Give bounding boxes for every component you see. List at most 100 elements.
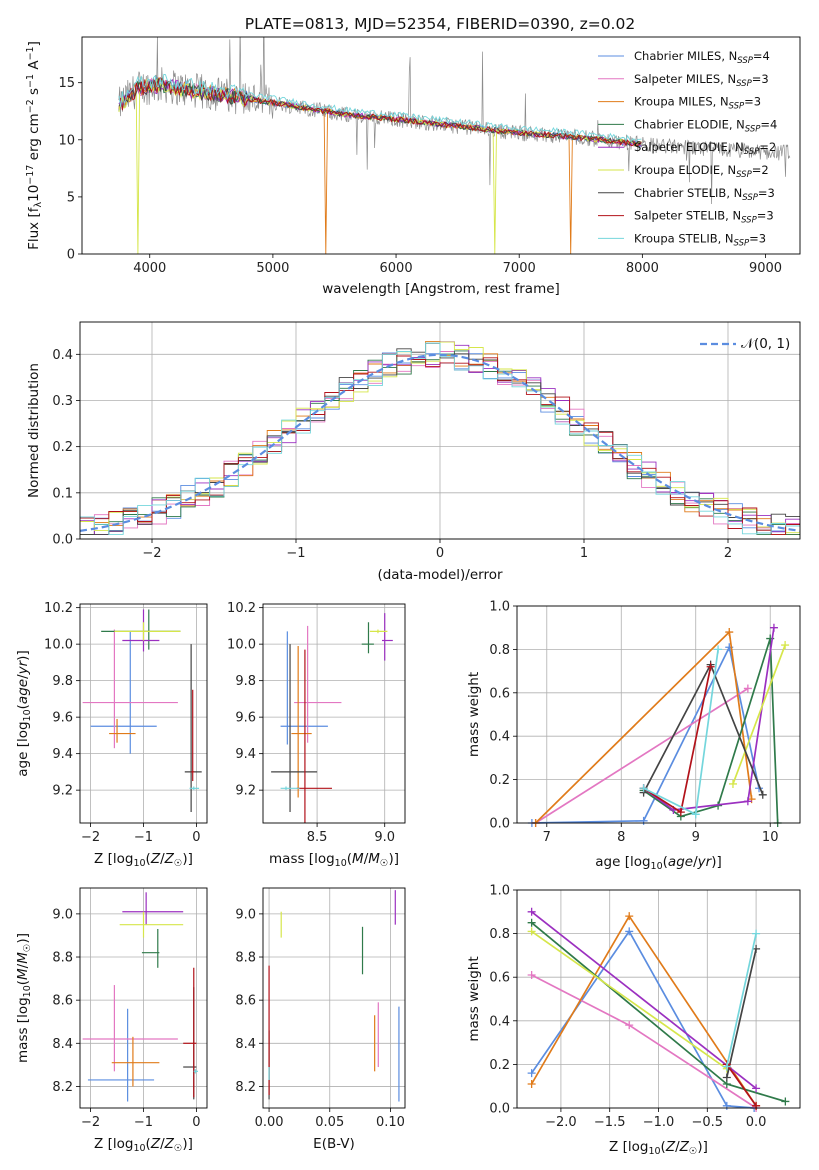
weight-line (535, 687, 749, 824)
weight-marker (722, 1062, 731, 1071)
weight-line (732, 644, 786, 785)
y-axis-label: mass weight (466, 672, 482, 757)
y-tick-label: 0.4 (52, 348, 73, 363)
data-point (119, 911, 184, 938)
age_vs_mass-frame (262, 603, 406, 824)
x-tick-label: −2 (81, 1115, 100, 1130)
data-point (82, 985, 178, 1072)
gaussian-curve (80, 353, 800, 532)
y-tick-label: 0.2 (489, 1058, 510, 1073)
x-tick-label: 0 (436, 546, 444, 561)
x-tick-label: −1.0 (643, 1115, 675, 1130)
x-axis-label: wavelength [Angstrom, rest frame] (322, 281, 560, 297)
y-tick-label: 10.0 (227, 638, 256, 653)
x-tick-label: −2 (81, 830, 100, 845)
data-point (271, 644, 318, 813)
weight-marker (743, 684, 752, 693)
y-tick-label: 0.8 (489, 927, 510, 942)
data-point (101, 609, 181, 650)
weight_vs_Z-frame (516, 889, 801, 1109)
x-axis-label: mass [log10(M/M☉)] (269, 851, 399, 869)
data-point (82, 629, 178, 749)
x-tick-label: 9 (692, 830, 700, 845)
x-tick-label: 0.10 (376, 1115, 405, 1130)
y-tick-label: 0.2 (52, 440, 73, 455)
mass_vs_EBV-frame (262, 887, 406, 1109)
weight-line (726, 1063, 757, 1107)
y-tick-label: 8.6 (52, 994, 73, 1009)
y-tick-label: 0.1 (52, 486, 73, 501)
y-axis-label: mass [log10(M/M☉)] (15, 933, 33, 1063)
legend-label: Chabrier ELODIE, NSSP=4 (634, 117, 777, 134)
data-point (193, 1069, 199, 1074)
y-tick-label: 8.6 (235, 994, 256, 1009)
y-tick-label: 15 (58, 76, 75, 91)
x-tick-label: −1 (134, 830, 153, 845)
y-tick-label: 10 (58, 133, 75, 148)
weight-marker (639, 784, 648, 793)
weight-marker (725, 628, 734, 637)
data-point (122, 609, 160, 652)
age_vs_mass-axes: 8.5 9.0 9.2 9.4 9.6 9.8 10.0 10.2 (227, 601, 405, 845)
weight-line (530, 929, 755, 1109)
weight-line (531, 644, 760, 824)
x-tick-label: 0.0 (746, 1115, 767, 1130)
y-tick-label: 8.8 (235, 951, 256, 966)
y-tick-label: 0.4 (489, 1014, 510, 1029)
data-point (87, 1008, 155, 1102)
x-axis-label: Z [log10(Z/Z☉)] (94, 1136, 193, 1154)
y-tick-label: 9.0 (52, 907, 73, 922)
data-point (361, 622, 374, 654)
data-point (111, 1036, 160, 1087)
legend-label: Chabrier MILES, NSSP=4 (634, 49, 770, 66)
model-spectrum-line (118, 77, 642, 254)
x-tick-label: −1 (134, 1115, 153, 1130)
weight-marker (706, 662, 715, 671)
data-point (296, 649, 332, 823)
x-tick-label: 8000 (626, 261, 659, 276)
legend-label: Salpeter MILES, NSSP=3 (634, 72, 769, 89)
weight-line (643, 666, 712, 814)
y-tick-label: 9.4 (52, 747, 73, 762)
y-tick-label: 1.0 (489, 600, 510, 615)
y-axis-label: Flux [fλ10−17 erg cm−2 s−1 A−1] (25, 41, 44, 250)
legend-label: Salpeter ELODIE, NSSP=2 (634, 140, 776, 157)
legend-label: Chabrier STELIB, NSSP=3 (634, 186, 775, 203)
legend-label: Kroupa ELODIE, NSSP=2 (634, 163, 769, 180)
data-point (280, 786, 300, 791)
weight-marker (527, 907, 536, 916)
mass_vs_Z-frame (79, 887, 208, 1109)
y-tick-label: 9.0 (235, 907, 256, 922)
data-point (109, 718, 136, 743)
figure-title: PLATE=0813, MJD=52354, FIBERID=0390, z=0… (245, 15, 635, 33)
residuals-axes: −2 −1 0 1 2 0.0 0.1 0.2 0.3 0.4 (52, 322, 800, 561)
x-tick-label: 9000 (749, 261, 782, 276)
data-point (114, 622, 181, 641)
weight-marker (625, 912, 634, 921)
x-tick-label: 8.5 (307, 830, 328, 845)
age_vs_Z-frame (79, 603, 208, 824)
x-tick-label: 8 (617, 830, 625, 845)
x-tick-label: 0 (192, 1115, 200, 1130)
x-tick-label: 2 (724, 546, 732, 561)
y-tick-label: 9.8 (235, 674, 256, 689)
weight-marker (758, 790, 767, 799)
weight-line (642, 662, 764, 796)
y-tick-label: 9.4 (235, 747, 256, 762)
data-point (382, 613, 393, 661)
x-axis-label: Z [log10(Z/Z☉)] (609, 1139, 708, 1157)
legend-label: 𝒩(0, 1) (741, 336, 790, 352)
y-axis-label: mass weight (466, 956, 482, 1041)
weight-marker (691, 810, 700, 819)
weight-marker (752, 1084, 761, 1093)
y-tick-label: 10.2 (227, 601, 256, 616)
weight-marker (639, 816, 648, 825)
weight_vs_Z-axes: −2.0 −1.5 −1.0 −0.5 0.0 0.0 0.2 0.4 0.6 0.8 1.0 (489, 884, 800, 1130)
y-tick-label: 10.0 (44, 638, 73, 653)
y-tick-label: 0.3 (52, 394, 73, 409)
y-tick-label: 0.8 (489, 643, 510, 658)
x-tick-label: 5000 (256, 261, 289, 276)
x-tick-label: −2.0 (545, 1115, 577, 1130)
data-point (141, 928, 160, 968)
weight-marker (722, 1101, 731, 1110)
